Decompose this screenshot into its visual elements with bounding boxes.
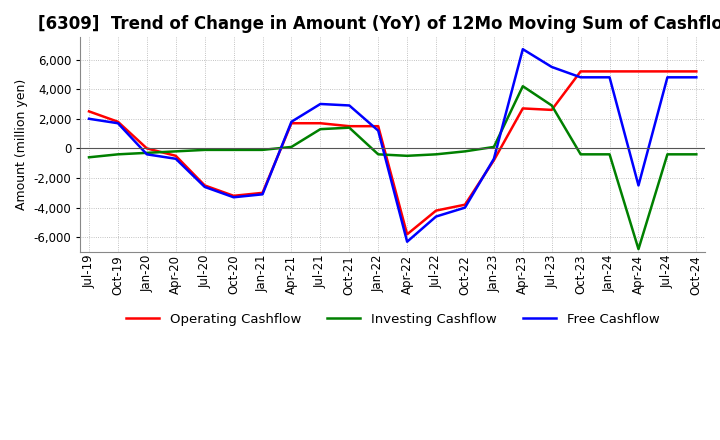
Operating Cashflow: [576, 69, 585, 74]
Free Cashflow: [692, 75, 701, 80]
Line: Free Cashflow: Free Cashflow: [89, 49, 696, 242]
Free Cashflow: [229, 194, 238, 200]
Investing Cashflow: [229, 147, 238, 153]
Operating Cashflow: [547, 107, 556, 113]
Free Cashflow: [316, 101, 325, 106]
Investing Cashflow: [461, 149, 469, 154]
Operating Cashflow: [114, 119, 122, 125]
Free Cashflow: [200, 184, 209, 190]
Investing Cashflow: [171, 149, 180, 154]
Free Cashflow: [258, 192, 267, 197]
Operating Cashflow: [663, 69, 672, 74]
Investing Cashflow: [518, 84, 527, 89]
Operating Cashflow: [258, 190, 267, 195]
Free Cashflow: [345, 103, 354, 108]
Free Cashflow: [547, 64, 556, 70]
Line: Operating Cashflow: Operating Cashflow: [89, 71, 696, 235]
Operating Cashflow: [345, 124, 354, 129]
Free Cashflow: [287, 119, 296, 125]
Free Cashflow: [85, 116, 94, 121]
Free Cashflow: [606, 75, 614, 80]
Free Cashflow: [518, 47, 527, 52]
Investing Cashflow: [402, 153, 411, 158]
Investing Cashflow: [606, 152, 614, 157]
Investing Cashflow: [316, 127, 325, 132]
Free Cashflow: [461, 205, 469, 210]
Investing Cashflow: [114, 152, 122, 157]
Operating Cashflow: [402, 232, 411, 237]
Investing Cashflow: [345, 125, 354, 130]
Operating Cashflow: [200, 183, 209, 188]
Investing Cashflow: [490, 144, 498, 150]
Operating Cashflow: [606, 69, 614, 74]
Y-axis label: Amount (million yen): Amount (million yen): [15, 79, 28, 210]
Operating Cashflow: [143, 146, 151, 151]
Operating Cashflow: [432, 208, 441, 213]
Free Cashflow: [634, 183, 643, 188]
Investing Cashflow: [547, 103, 556, 108]
Operating Cashflow: [287, 121, 296, 126]
Operating Cashflow: [461, 202, 469, 207]
Investing Cashflow: [143, 150, 151, 155]
Free Cashflow: [576, 75, 585, 80]
Investing Cashflow: [258, 147, 267, 153]
Operating Cashflow: [316, 121, 325, 126]
Investing Cashflow: [692, 152, 701, 157]
Operating Cashflow: [171, 153, 180, 158]
Operating Cashflow: [518, 106, 527, 111]
Free Cashflow: [432, 214, 441, 219]
Investing Cashflow: [374, 152, 382, 157]
Free Cashflow: [663, 75, 672, 80]
Investing Cashflow: [576, 152, 585, 157]
Legend: Operating Cashflow, Investing Cashflow, Free Cashflow: Operating Cashflow, Investing Cashflow, …: [121, 308, 665, 331]
Operating Cashflow: [490, 158, 498, 163]
Investing Cashflow: [287, 144, 296, 150]
Free Cashflow: [374, 128, 382, 133]
Operating Cashflow: [692, 69, 701, 74]
Free Cashflow: [114, 121, 122, 126]
Investing Cashflow: [634, 246, 643, 252]
Investing Cashflow: [663, 152, 672, 157]
Investing Cashflow: [200, 147, 209, 153]
Title: [6309]  Trend of Change in Amount (YoY) of 12Mo Moving Sum of Cashflows: [6309] Trend of Change in Amount (YoY) o…: [37, 15, 720, 33]
Operating Cashflow: [374, 124, 382, 129]
Free Cashflow: [171, 156, 180, 161]
Free Cashflow: [143, 152, 151, 157]
Investing Cashflow: [432, 152, 441, 157]
Line: Investing Cashflow: Investing Cashflow: [89, 86, 696, 249]
Operating Cashflow: [85, 109, 94, 114]
Free Cashflow: [402, 239, 411, 244]
Free Cashflow: [490, 156, 498, 161]
Investing Cashflow: [85, 154, 94, 160]
Operating Cashflow: [634, 69, 643, 74]
Operating Cashflow: [229, 193, 238, 198]
